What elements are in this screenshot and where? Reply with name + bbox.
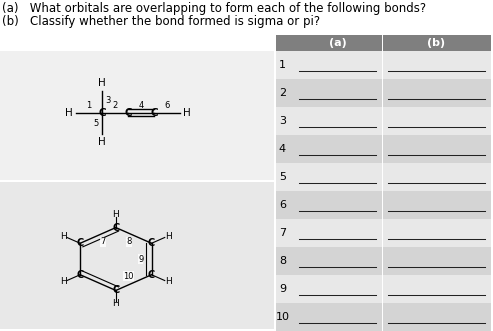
Text: (a): (a) — [329, 38, 347, 48]
Text: 2: 2 — [112, 101, 118, 110]
Bar — [276, 247, 491, 275]
Text: C: C — [150, 108, 158, 118]
Text: 7: 7 — [279, 228, 286, 238]
Text: C: C — [112, 285, 119, 296]
Bar — [276, 163, 491, 191]
Text: 5: 5 — [279, 172, 286, 182]
Text: 6: 6 — [165, 101, 170, 110]
Text: 9: 9 — [138, 255, 143, 263]
Text: 2: 2 — [279, 88, 286, 98]
Bar — [276, 275, 491, 303]
Text: 4: 4 — [279, 144, 286, 154]
Text: H: H — [165, 277, 172, 286]
Text: H: H — [60, 232, 67, 241]
Text: C: C — [98, 108, 106, 118]
Text: 3: 3 — [279, 116, 286, 126]
Bar — [0, 182, 274, 329]
Bar — [276, 135, 491, 163]
Text: C: C — [76, 270, 84, 280]
Text: 8: 8 — [126, 237, 132, 246]
Text: 1: 1 — [86, 101, 92, 110]
Text: H: H — [66, 108, 73, 118]
Bar — [276, 51, 491, 79]
Text: C: C — [76, 238, 84, 248]
Text: C: C — [148, 270, 155, 280]
Text: 6: 6 — [279, 200, 286, 210]
Text: (a)   What orbitals are overlapping to form each of the following bonds?: (a) What orbitals are overlapping to for… — [2, 2, 426, 15]
Text: C: C — [124, 108, 132, 118]
Text: 4: 4 — [139, 101, 144, 110]
Text: C: C — [148, 238, 155, 248]
Text: 8: 8 — [279, 256, 286, 266]
Bar — [276, 219, 491, 247]
Text: 1: 1 — [279, 60, 286, 70]
Bar — [276, 107, 491, 135]
Text: C: C — [112, 222, 119, 233]
Text: (b): (b) — [427, 38, 445, 48]
Bar — [276, 303, 491, 331]
Text: H: H — [165, 232, 172, 241]
Text: H: H — [112, 211, 119, 219]
Text: 9: 9 — [279, 284, 286, 294]
Text: 5: 5 — [94, 119, 99, 128]
Text: H: H — [112, 299, 119, 307]
Bar — [0, 51, 274, 180]
Text: H: H — [183, 108, 191, 118]
Text: 3: 3 — [106, 96, 111, 105]
Bar — [276, 191, 491, 219]
Text: 10: 10 — [276, 312, 289, 322]
Bar — [276, 79, 491, 107]
Text: (b)   Classify whether the bond formed is sigma or pi?: (b) Classify whether the bond formed is … — [2, 15, 320, 28]
Text: H: H — [98, 137, 106, 147]
Text: H: H — [60, 277, 67, 286]
Text: H: H — [98, 78, 106, 88]
Bar — [276, 35, 491, 51]
Text: 10: 10 — [124, 272, 134, 281]
Text: 7: 7 — [100, 237, 106, 246]
